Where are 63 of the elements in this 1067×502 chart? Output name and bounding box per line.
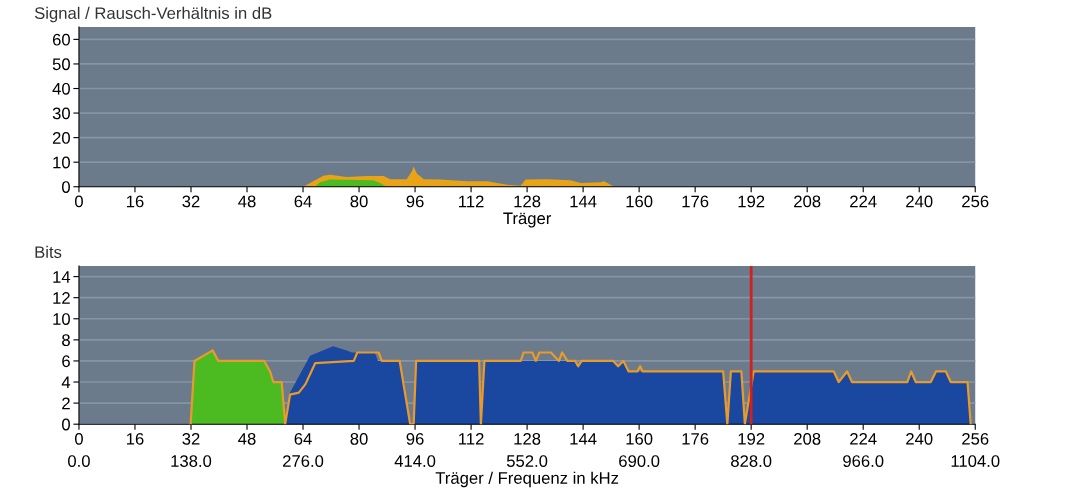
x-tick-label: 96 [406, 432, 424, 445]
y-tick-label: 10 [53, 313, 70, 325]
x2-tick-label: 276.0 [283, 455, 324, 467]
x-axis-title: Träger [503, 212, 552, 228]
x-tick-label: 240 [906, 432, 933, 445]
y-axis-title: Bits [35, 245, 62, 259]
y-tick-label: 40 [52, 82, 70, 95]
x-tick-label: 112 [459, 432, 484, 445]
x-tick-label: 0 [74, 432, 83, 445]
x-tick-label: 64 [294, 195, 312, 208]
x-tick-label: 176 [682, 195, 709, 208]
x-tick-label: 80 [350, 195, 368, 208]
y-tick-label: 0 [62, 418, 70, 431]
x-tick-label: 176 [682, 432, 709, 445]
x-tick-label: 32 [182, 195, 200, 208]
x-tick-label: 32 [182, 432, 200, 445]
y-tick-label: 14 [53, 271, 71, 283]
x-tick-label: 160 [626, 195, 653, 208]
x-tick-label: 128 [514, 432, 541, 445]
x-tick-label: 256 [962, 195, 989, 208]
x-tick-label: 80 [350, 432, 368, 445]
x-tick-label: 144 [570, 433, 597, 445]
x2-tick-label: 414.0 [394, 455, 436, 467]
x-tick-label: 208 [794, 432, 821, 445]
y-tick-label: 12 [53, 292, 70, 304]
x-tick-label: 144 [570, 195, 597, 208]
y-tick-label: 2 [62, 397, 70, 410]
x-tick-label: 160 [626, 432, 653, 445]
x-tick-label: 240 [906, 195, 933, 208]
y-tick-label: 60 [52, 33, 70, 46]
y-tick-label: 6 [62, 355, 70, 368]
x-tick-label: 96 [406, 195, 424, 208]
x-tick-label: 224 [850, 195, 877, 208]
x-tick-label: 192 [738, 432, 765, 445]
y-tick-label: 10 [53, 156, 70, 169]
x-tick-label: 256 [962, 432, 989, 445]
y-tick-label: 30 [52, 107, 70, 120]
x2-tick-label: 828.0 [731, 455, 772, 467]
y-tick-label: 0 [62, 181, 70, 193]
y-tick-label: 8 [62, 334, 70, 347]
x-tick-label: 192 [738, 195, 765, 208]
x-tick-label: 224 [850, 432, 877, 445]
y-tick-label: 50 [52, 58, 70, 71]
x2-tick-label: 138.0 [171, 455, 212, 467]
line-series [189, 349, 972, 425]
y-tick-label: 20 [52, 132, 70, 144]
x2-tick-label: 0.0 [68, 455, 90, 467]
x2-tick-label: 690.0 [619, 455, 660, 467]
y-tick-label: 4 [61, 376, 71, 389]
x-tick-label: 16 [126, 195, 144, 208]
x-tick-label: 208 [794, 195, 821, 208]
y-axis-title: Signal / Rausch-Verhältnis in dB [34, 6, 272, 23]
x-tick-label: 48 [238, 195, 256, 208]
x-tick-label: 48 [238, 432, 256, 445]
x-tick-label: 112 [459, 195, 484, 208]
x-tick-label: 16 [126, 432, 144, 445]
x-tick-label: 128 [514, 195, 541, 208]
x2-tick-label: 966.0 [843, 455, 884, 467]
x2-axis-title: Träger / Frequenz in kHz [435, 471, 619, 488]
x-tick-label: 0 [74, 195, 83, 208]
x2-tick-label: 1104.0 [951, 455, 1000, 467]
x2-tick-label: 552.0 [506, 455, 548, 467]
x-tick-label: 64 [294, 432, 312, 445]
